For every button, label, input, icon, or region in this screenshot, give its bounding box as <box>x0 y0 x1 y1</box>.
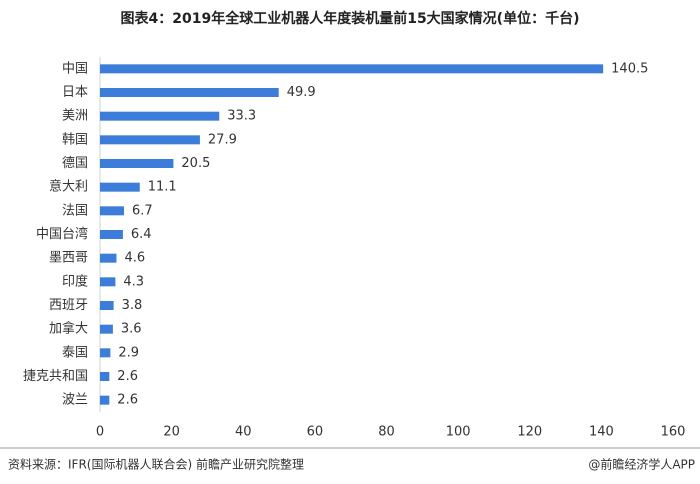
y-tick-label: 美洲 <box>62 109 88 124</box>
value-label: 3.8 <box>122 298 143 313</box>
bar <box>100 64 604 74</box>
y-tick-label: 日本 <box>62 85 88 100</box>
y-tick-label: 意大利 <box>49 179 88 195</box>
chart-title: 图表4：2019年全球工业机器人年度装机量前15大国家情况(单位：千台) <box>121 10 580 27</box>
x-tick-label: 100 <box>446 425 471 440</box>
value-label: 2.9 <box>118 345 139 360</box>
value-label: 140.5 <box>611 61 648 76</box>
bar <box>100 159 174 168</box>
x-tick-label: 60 <box>307 425 324 440</box>
bar <box>100 111 220 121</box>
y-tick-label: 捷克共和国 <box>23 369 88 384</box>
bar <box>100 324 113 334</box>
value-label: 49.9 <box>287 85 316 100</box>
x-tick-label: 20 <box>163 425 180 440</box>
bar <box>100 348 111 358</box>
bar <box>100 88 279 97</box>
value-label: 6.4 <box>131 227 152 242</box>
y-tick-label: 中国台湾 <box>36 226 88 242</box>
x-tick-label: 140 <box>589 425 614 440</box>
value-label: 2.6 <box>117 369 138 384</box>
x-tick-label: 0 <box>96 425 104 440</box>
x-tick-label: 80 <box>378 425 395 440</box>
value-label: 33.3 <box>227 109 256 124</box>
y-tick-label: 波兰 <box>62 393 88 408</box>
bar <box>100 135 200 145</box>
bar <box>100 230 123 239</box>
y-tick-label: 韩国 <box>62 132 88 147</box>
y-tick-label: 加拿大 <box>49 321 88 337</box>
value-label: 3.6 <box>121 322 142 337</box>
x-tick-label: 160 <box>661 425 686 440</box>
credit: @前瞻经济学人APP <box>588 457 695 472</box>
bar <box>100 253 117 263</box>
source-note: 资料来源：IFR(国际机器人联合会) 前瞻产业研究院整理 <box>8 457 304 472</box>
y-tick-label: 泰国 <box>62 345 88 360</box>
bar <box>100 301 114 310</box>
y-tick-label: 德国 <box>62 156 88 171</box>
value-label: 2.6 <box>117 393 138 408</box>
bar <box>100 206 124 216</box>
bar <box>100 277 116 287</box>
value-label: 4.3 <box>123 274 144 289</box>
bar <box>100 372 110 381</box>
y-tick-label: 墨西哥 <box>49 251 88 266</box>
x-tick-label: 120 <box>517 425 542 440</box>
y-tick-label: 西班牙 <box>49 298 88 313</box>
bar <box>100 395 110 405</box>
value-label: 6.7 <box>132 203 153 218</box>
y-tick-label: 印度 <box>62 273 88 289</box>
y-tick-label: 中国 <box>62 61 88 76</box>
value-label: 27.9 <box>208 132 237 147</box>
value-label: 11.1 <box>148 180 177 195</box>
bar <box>100 182 140 192</box>
value-label: 20.5 <box>181 156 210 171</box>
value-label: 4.6 <box>124 251 145 266</box>
y-tick-label: 法国 <box>62 203 88 218</box>
x-tick-label: 40 <box>235 425 252 440</box>
